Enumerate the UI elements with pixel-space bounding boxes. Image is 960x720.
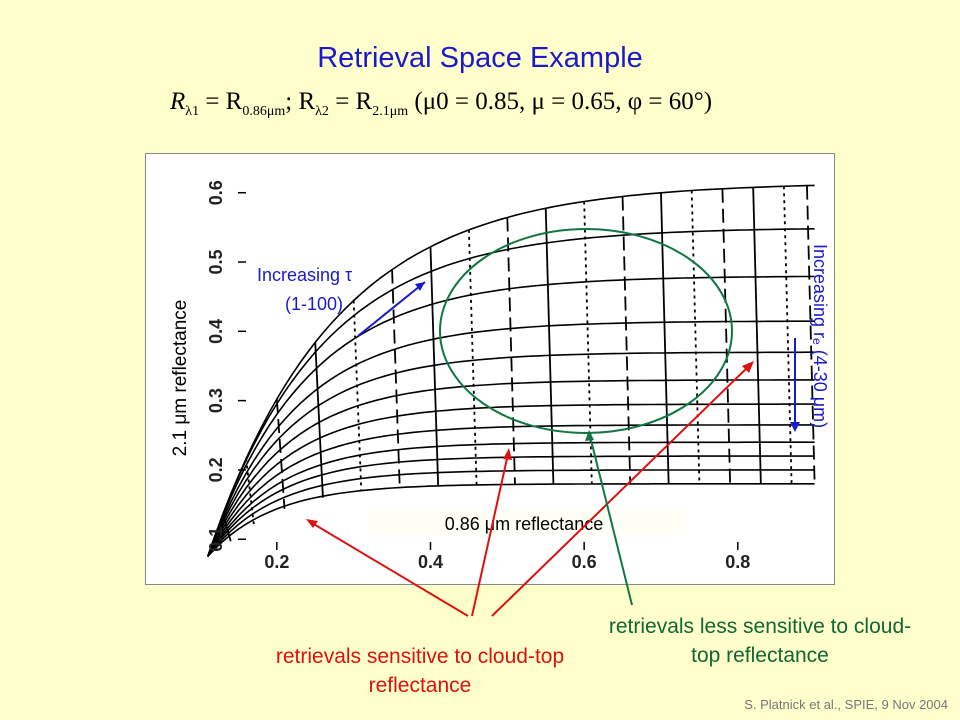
tau-line xyxy=(783,186,793,484)
tau-line xyxy=(352,300,363,492)
x-axis-label: 0.86 μm reflectance xyxy=(445,514,603,534)
re-curve xyxy=(206,403,815,557)
sensitive-annotation: retrievals sensitive to cloud-top reflec… xyxy=(275,645,565,697)
red-arrows xyxy=(311,364,751,617)
tau-line xyxy=(721,188,732,484)
re-curve xyxy=(206,275,815,557)
formula: Rλ1 = R0.86μm; Rλ2 = R2.1μm (μ0 = 0.85, … xyxy=(170,88,712,120)
tau-line xyxy=(429,246,440,487)
tau-line xyxy=(275,399,286,509)
re-curve xyxy=(207,424,815,557)
x-tick-label: 0.6 xyxy=(572,552,597,572)
y-tick-label: 0.5 xyxy=(206,250,226,275)
re-curve xyxy=(206,228,815,557)
tau-line xyxy=(391,269,401,489)
tau-line xyxy=(468,229,478,486)
formula-r2-sub: λ2 xyxy=(315,104,329,119)
tau-range-label: (1-100) xyxy=(285,294,343,314)
red-arrow-left xyxy=(311,522,469,617)
tau-line xyxy=(544,208,555,485)
axis-ticks: 0.2 0.4 0.6 0.8 0.1 0.2 0.3 0.4 0.5 0.6 xyxy=(206,180,750,572)
re-arrowhead xyxy=(790,422,800,432)
y-axis-label: 2.1 μm reflectance xyxy=(170,300,191,457)
green-arrowhead xyxy=(585,430,594,441)
red-arrow-middle xyxy=(471,453,509,617)
tau-line xyxy=(621,196,632,484)
re-curve xyxy=(207,441,815,557)
y-tick-label: 0.3 xyxy=(206,388,226,413)
tau-line xyxy=(506,217,516,485)
xlabel-bg xyxy=(368,509,686,535)
tau-label: Increasing τ xyxy=(257,265,352,285)
tau-line xyxy=(660,192,670,484)
y-tick-label: 0.1 xyxy=(206,527,226,552)
retrieval-grid xyxy=(206,184,816,558)
re-curve xyxy=(207,469,815,558)
re-curve xyxy=(206,184,815,557)
re-label: Increasing rₑ (4-30 μm) xyxy=(810,244,830,428)
x-tick-label: 0.2 xyxy=(264,552,289,572)
tau-line xyxy=(752,187,762,484)
slide-title: Retrieval Space Example xyxy=(317,42,643,74)
formula-r1-sub: λ1 xyxy=(185,104,200,119)
formula-eq1: = R xyxy=(199,88,243,115)
formula-eq1-sub: 0.86μm xyxy=(242,104,286,119)
re-curve xyxy=(206,351,815,557)
insensitive-region-ellipse xyxy=(439,228,733,434)
tau-arrow xyxy=(357,281,426,337)
formula-eq2: = R xyxy=(328,88,373,115)
x-tick-label: 0.4 xyxy=(418,552,443,572)
red-arrowhead-middle xyxy=(503,448,512,460)
formula-geometry: (μ0 = 0.85, μ = 0.65, φ = 60°) xyxy=(408,88,713,115)
red-arrowhead-right xyxy=(742,361,754,373)
less-sensitive-annotation: retrievals less sensitive to cloud-top r… xyxy=(608,615,912,667)
x-tick-label: 0.8 xyxy=(725,552,750,572)
y-tick-label: 0.4 xyxy=(206,319,226,344)
tau-line xyxy=(806,185,816,484)
y-tick-label: 0.6 xyxy=(206,180,226,205)
tau-line xyxy=(690,190,701,484)
tau-line xyxy=(583,201,593,485)
formula-sep: ; R xyxy=(285,88,316,115)
red-arrow-right xyxy=(491,364,751,617)
citation: S. Platnick et al., SPIE, 9 Nov 2004 xyxy=(744,697,948,712)
formula-eq2-sub: 2.1μm xyxy=(372,104,409,119)
red-arrowhead-left xyxy=(306,519,318,528)
tau-line xyxy=(222,513,232,542)
y-tick-label: 0.2 xyxy=(206,457,226,482)
tau-line xyxy=(314,342,324,498)
re-curve xyxy=(207,483,815,558)
green-arrow xyxy=(589,435,633,606)
tau-arrowhead xyxy=(415,282,425,291)
formula-r1: R xyxy=(170,88,186,115)
